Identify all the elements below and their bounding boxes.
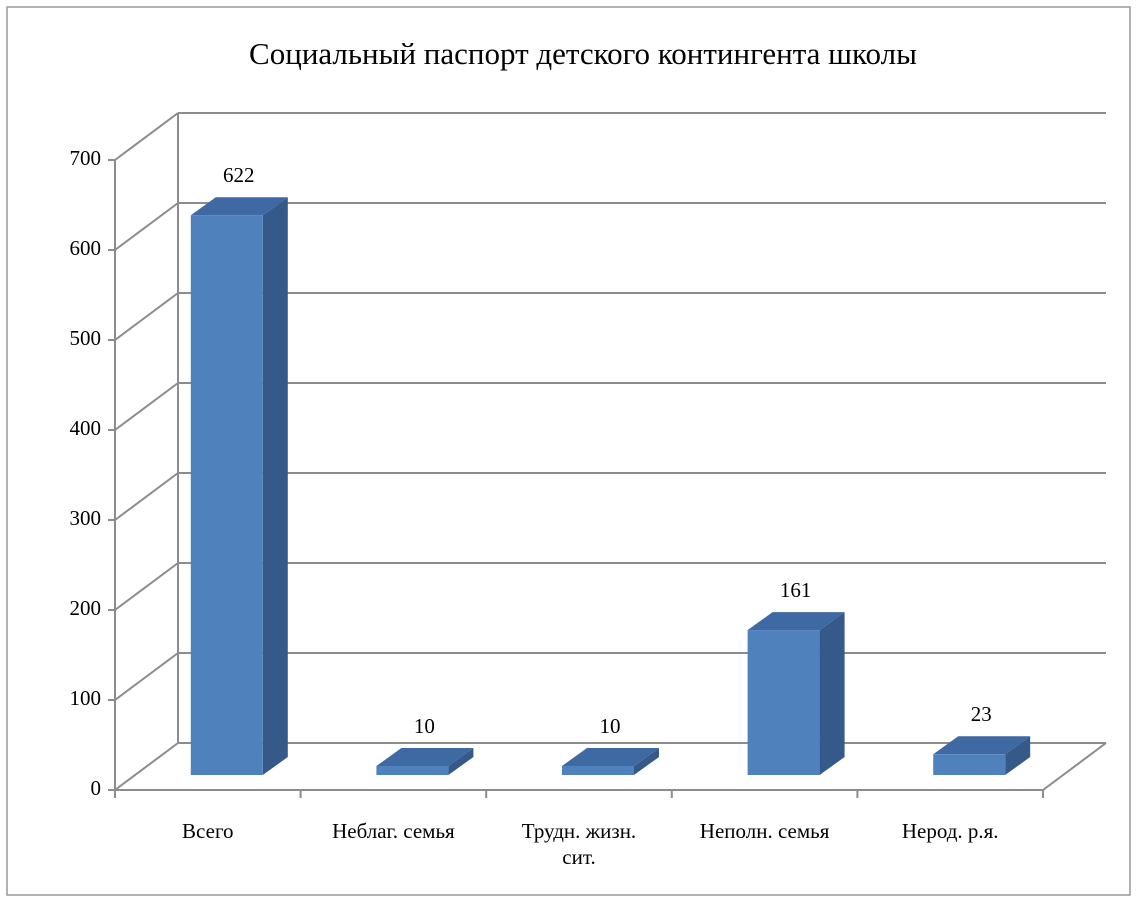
y-tick-label: 600 (70, 236, 102, 260)
y-tick-label: 100 (70, 686, 102, 710)
bar-side (634, 748, 659, 775)
bar (933, 754, 1006, 775)
grid-diagonal (114, 202, 179, 251)
grid-diagonal (114, 742, 179, 791)
bar (376, 766, 449, 775)
bar-side (819, 612, 845, 775)
bar (190, 215, 263, 775)
chart-title: Социальный паспорт детского контингента … (249, 36, 917, 71)
grid-diagonal (114, 112, 179, 161)
y-tick-label: 300 (70, 506, 102, 530)
bar-side (262, 197, 288, 775)
grid-diagonal (114, 472, 179, 521)
bar (562, 766, 634, 775)
value-label: 23 (971, 702, 992, 726)
x-tick-label: Нерод. р.я. (902, 819, 999, 843)
y-tick-label: 400 (70, 416, 102, 440)
bar-side (1005, 736, 1031, 775)
x-tick-label: Трудн. жизн. сит. (522, 819, 636, 869)
bar-top (190, 197, 288, 216)
grid-diagonal (114, 562, 179, 611)
x-tick-label: Неблаг. семья (332, 819, 455, 843)
y-tick-label: 0 (91, 776, 102, 800)
y-tick-label: 700 (70, 146, 102, 170)
bar-top (747, 612, 845, 631)
bar-top (933, 736, 1031, 755)
bar-side (448, 748, 474, 775)
bar (747, 630, 820, 775)
floor-edge (1042, 742, 1107, 791)
value-label: 622 (223, 163, 255, 187)
x-tick-label: Неполн. семья (700, 819, 830, 843)
value-label: 10 (414, 714, 435, 738)
y-tick-label: 500 (70, 326, 102, 350)
value-label: 161 (780, 578, 812, 602)
grid-diagonal (114, 382, 179, 431)
bar-top (562, 748, 659, 766)
x-tick-label: Всего (182, 819, 234, 843)
grid-diagonal (114, 292, 179, 341)
bar-top (376, 748, 474, 766)
grid-diagonal (114, 652, 179, 701)
y-tick-label: 200 (70, 596, 102, 620)
value-label: 10 (600, 714, 621, 738)
